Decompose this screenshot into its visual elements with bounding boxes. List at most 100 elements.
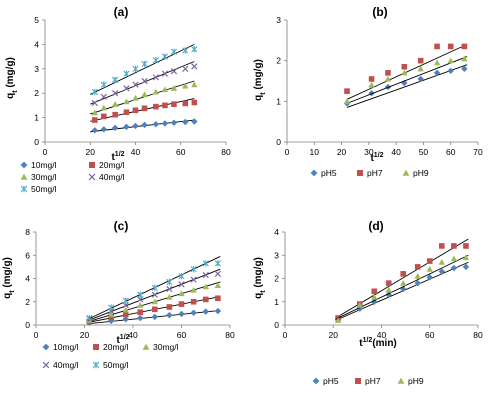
data-point	[417, 65, 424, 72]
series-ph7	[335, 238, 469, 321]
x-tick-label: 50	[419, 147, 429, 157]
data-point	[166, 278, 173, 286]
legend-label: 40mg/l	[53, 360, 79, 370]
data-point	[122, 315, 129, 323]
data-point	[137, 302, 144, 308]
legend-label: 40mg/l	[99, 172, 125, 182]
data-point	[371, 293, 378, 300]
data-point	[122, 297, 129, 304]
data-point	[137, 296, 144, 303]
series-10mg-l	[90, 118, 198, 134]
x-axis-title: t1/2	[116, 334, 129, 346]
data-point	[400, 279, 407, 286]
legend-marker	[20, 185, 28, 193]
data-point	[450, 255, 458, 262]
fit-line	[346, 43, 468, 100]
legend-marker	[42, 343, 50, 351]
data-point	[447, 57, 454, 64]
data-point	[170, 48, 178, 55]
data-point	[426, 258, 433, 264]
legend-label: 10mg/l	[53, 342, 79, 352]
series-ph9	[343, 55, 468, 104]
y-tick-label: 0	[276, 137, 281, 147]
x-tick-label: 70	[473, 147, 483, 157]
legend-label: 50mg/l	[103, 360, 129, 370]
data-point	[153, 103, 159, 110]
y-tick-label: 5	[34, 15, 39, 25]
data-point	[123, 109, 130, 116]
data-point	[132, 94, 139, 101]
series-20mg-l	[90, 98, 198, 123]
y-tick-label: 8	[25, 227, 30, 237]
data-point	[132, 81, 139, 88]
y-tick-label: 6	[25, 250, 30, 260]
y-tick-label: 0	[34, 137, 39, 147]
data-point	[202, 271, 209, 279]
y-tick-label: 2	[274, 274, 279, 284]
data-point	[123, 70, 130, 77]
x-axis-title-main: t	[359, 338, 363, 349]
data-point	[123, 85, 130, 92]
x-tick-label: 60	[176, 147, 186, 157]
data-point	[191, 118, 198, 125]
x-axis-title-superscript: 1/2	[115, 151, 125, 158]
x-axis-title-main: t	[370, 153, 374, 164]
data-point	[214, 260, 221, 267]
data-point	[202, 283, 209, 290]
data-point	[141, 60, 148, 68]
y-tick-label: 0	[274, 320, 279, 330]
x-tick-label: 80	[473, 330, 483, 340]
y-tick-label: 4	[34, 39, 39, 49]
fit-line	[90, 80, 195, 115]
data-point	[182, 65, 189, 72]
x-axis-title: t1/2	[111, 151, 124, 163]
data-point	[202, 308, 209, 315]
data-point	[111, 100, 119, 107]
data-point	[122, 302, 129, 309]
data-point	[190, 276, 197, 283]
legend-marker	[397, 377, 405, 384]
data-point	[132, 107, 139, 114]
series-20mg-l	[86, 295, 221, 325]
x-axis-title-unit: (min)	[372, 338, 396, 349]
data-point	[141, 91, 148, 97]
legend-marker	[355, 378, 361, 384]
panel-label: (a)	[114, 5, 129, 19]
legend-label: pH5	[321, 168, 337, 178]
data-point	[182, 100, 189, 107]
legend-marker	[310, 169, 318, 177]
y-tick-label: 1	[276, 96, 281, 106]
data-point	[461, 55, 468, 62]
y-axis-title-subscript: t	[9, 290, 16, 293]
x-tick-label: 0	[283, 330, 288, 340]
data-point	[385, 286, 392, 293]
data-point	[178, 310, 185, 318]
data-point	[401, 69, 408, 76]
data-point	[166, 293, 173, 300]
data-point	[161, 120, 169, 127]
data-point	[343, 98, 351, 104]
legend-marker	[93, 344, 99, 350]
data-point	[107, 311, 115, 318]
data-point	[400, 271, 407, 277]
data-point	[170, 68, 178, 75]
data-point	[108, 304, 115, 311]
data-point	[462, 254, 470, 261]
y-axis-title-unit: (mg/g)	[5, 57, 16, 90]
data-point	[170, 85, 178, 91]
data-point	[434, 43, 440, 50]
data-point	[151, 313, 159, 321]
legend-label: 10mg/l	[31, 160, 57, 170]
legend-marker	[88, 173, 96, 181]
legend-label: pH7	[367, 168, 383, 178]
data-point	[401, 63, 408, 70]
y-axis-title-unit: (mg/g)	[253, 59, 264, 92]
data-point	[451, 243, 457, 249]
data-point	[100, 81, 107, 88]
series-ph9	[334, 254, 470, 323]
panel-label: (d)	[368, 219, 383, 233]
legend-marker	[142, 343, 150, 350]
legend-label: pH7	[365, 376, 381, 386]
y-axis-title-unit: (mg/g)	[2, 257, 13, 290]
